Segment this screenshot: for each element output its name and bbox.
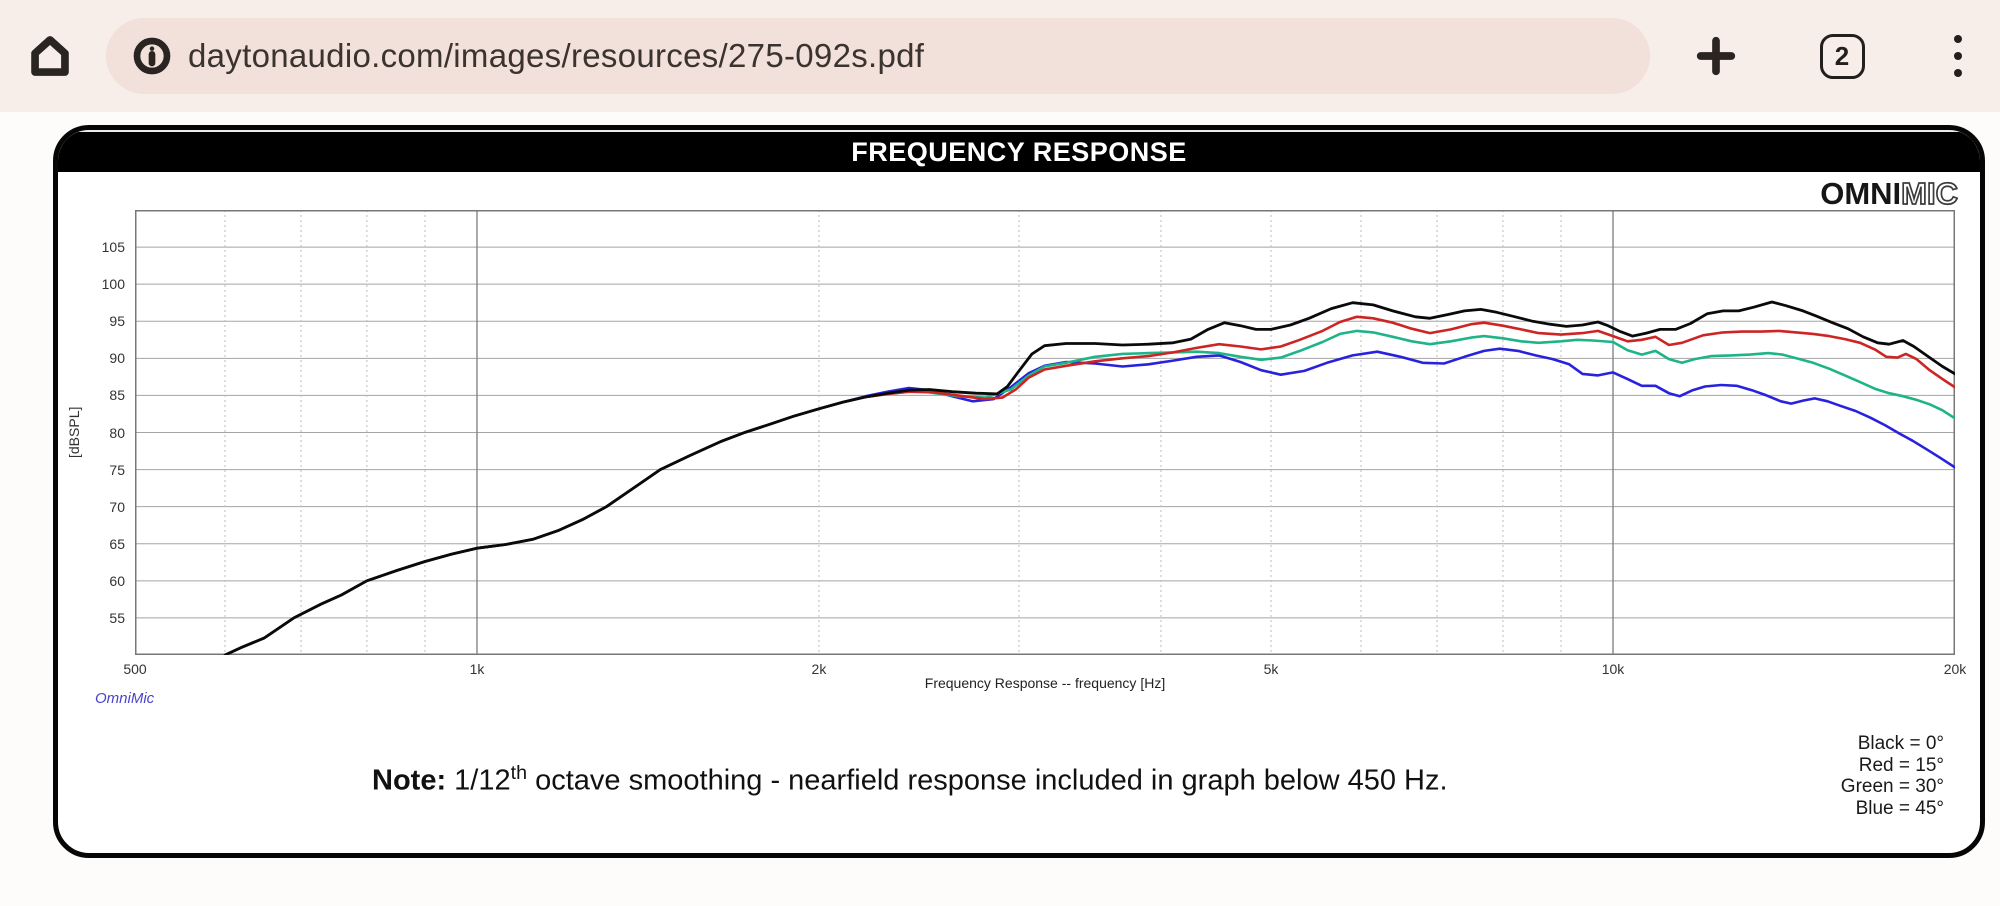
browser-menu-button[interactable] xyxy=(1936,32,1980,80)
legend-item: Black = 0° xyxy=(1857,733,1944,754)
home-button[interactable] xyxy=(26,32,74,80)
y-tick-label: 80 xyxy=(109,424,125,441)
y-tick-label: 60 xyxy=(109,572,125,589)
frequency-response-plot: [dBSPL] 55 60 65 70 75 80 85 90 95 100 105 500 1k 2k… xyxy=(66,210,1966,677)
x-tick-label: 20k xyxy=(1943,661,1967,677)
y-tick-label: 95 xyxy=(109,313,125,330)
smoothing-note: Note: 1/12th octave smoothing - nearfiel… xyxy=(372,762,1448,797)
x-tick-label: 2k xyxy=(811,661,827,677)
tab-counter: 2 xyxy=(1819,33,1865,79)
new-tab-button[interactable] xyxy=(1692,32,1740,80)
x-axis-caption: Frequency Response -- frequency [Hz] xyxy=(924,675,1166,691)
y-tick-label: 100 xyxy=(101,276,125,293)
chart-canvas xyxy=(135,210,1955,655)
browser-toolbar: daytonaudio.com/images/resources/275-092… xyxy=(0,0,2000,112)
y-tick-label: 70 xyxy=(109,498,125,515)
y-tick-label: 90 xyxy=(109,350,125,367)
legend-item: Green = 30° xyxy=(1840,776,1944,797)
response-curve-Black = 0° xyxy=(223,300,1955,655)
omnimic-logo: OMNIMIC xyxy=(1820,175,1959,212)
response-curve-Green = 30° xyxy=(223,329,1955,655)
y-tick-label: 55 xyxy=(109,609,125,626)
x-tick-label: 5k xyxy=(1263,661,1279,677)
plot-border xyxy=(135,210,1955,655)
response-curve-Blue = 45° xyxy=(223,347,1955,655)
pdf-frequency-response-card: FREQUENCY RESPONSE OMNIMIC [dBSPL] 55 60 6… xyxy=(53,125,1985,858)
omnimic-watermark: OmniMic xyxy=(95,690,155,707)
x-tick-label: 1k xyxy=(469,661,485,677)
plus-icon xyxy=(1696,36,1736,76)
kebab-menu-icon xyxy=(1954,35,1962,77)
url-text: daytonaudio.com/images/resources/275-092… xyxy=(188,37,925,74)
address-bar[interactable]: daytonaudio.com/images/resources/275-092… xyxy=(106,18,1650,94)
legend-item: Blue = 45° xyxy=(1855,797,1944,819)
response-curve-Red = 15° xyxy=(223,315,1955,655)
y-tick-label: 75 xyxy=(109,461,125,478)
tab-count: 2 xyxy=(1834,40,1850,71)
note-label: Note: xyxy=(372,764,447,797)
legend-item: Red = 15° xyxy=(1858,754,1944,776)
tab-switcher-button[interactable]: 2 xyxy=(1818,32,1866,80)
y-tick-label: 65 xyxy=(109,535,125,552)
angle-legend: Black = 0° Red = 15° Green = 30° Blue = 45° xyxy=(1841,733,1944,819)
page-info-icon[interactable] xyxy=(132,36,172,76)
chart-title: FREQUENCY RESPONSE xyxy=(851,136,1187,167)
y-tick-label: 85 xyxy=(109,387,125,404)
x-tick-label: 500 xyxy=(123,661,147,677)
y-tick-label: 105 xyxy=(101,239,125,256)
home-icon xyxy=(31,36,69,76)
chart-title-bar: FREQUENCY RESPONSE xyxy=(58,130,1980,172)
x-tick-label: 10k xyxy=(1601,661,1625,677)
